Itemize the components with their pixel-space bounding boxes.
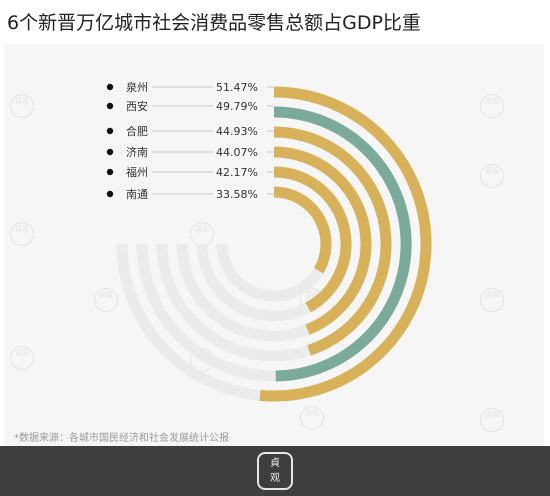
watermark-stamp-icon: 貞观: [480, 94, 504, 118]
arc-bar-西安: [273, 106, 412, 382]
legend-dot: [106, 190, 114, 198]
arc-bar-泉州: [259, 86, 432, 402]
watermark-stamp-icon: 貞观: [480, 408, 504, 432]
city-label: 福州: [126, 165, 148, 179]
value-label-bg: [213, 80, 267, 94]
arc-bar-南通: [273, 186, 332, 274]
radial-bar-chart: 泉州 51.47% 西安 49.79% 合肥 44.93% 济南 44.07% 福州 42.17%…: [106, 80, 432, 402]
brand-logo-stamp: 貞观: [257, 452, 293, 490]
watermark-stamp-icon: 貞观: [300, 406, 324, 430]
legend-dot: [106, 83, 114, 91]
value-label: 51.47%: [216, 81, 258, 94]
watermark-stamp-icon: 貞观: [480, 164, 504, 188]
watermark-stamp-icon: 貞观: [480, 288, 504, 312]
footer-bar: [0, 446, 550, 496]
value-label-bg: [213, 165, 267, 179]
legend-dot: [106, 102, 114, 110]
city-label: 南通: [126, 188, 148, 201]
city-label: 泉州: [126, 80, 148, 94]
chart-title: 6个新晋万亿城市社会消费品零售总额占GDP比重: [7, 12, 421, 34]
city-label: 济南: [126, 145, 148, 159]
watermark-stamp-icon: 貞观: [94, 288, 118, 312]
value-label-bg: [213, 145, 267, 159]
value-label-bg: [213, 187, 267, 201]
data-source-note: *数据来源：各城市国民经济和社会发展统计公报: [14, 433, 229, 444]
value-label-bg: [213, 99, 267, 113]
chart-card: 貞观 貞观 貞观 貞观 貞观 貞观 貞观 貞观 貞观 貞观 貞观 貞观 泉州 51…: [4, 44, 544, 446]
watermark-stamp-icon: 貞观: [10, 222, 34, 246]
value-label: 44.07%: [216, 146, 258, 159]
arc-bar-济南: [273, 146, 372, 335]
value-label: 42.17%: [216, 166, 258, 179]
legend-dot: [106, 148, 114, 156]
legend-dot: [106, 168, 114, 176]
city-label: 合肥: [126, 124, 148, 138]
legend-dot: [106, 127, 114, 135]
value-label: 49.79%: [216, 100, 258, 113]
city-label: 西安: [126, 99, 148, 113]
watermark-stamp-icon: 貞观: [10, 346, 34, 370]
value-label: 33.58%: [216, 188, 258, 201]
arc-bar-合肥: [273, 126, 392, 356]
arc-bar-福州: [273, 166, 352, 313]
value-label: 44.93%: [216, 125, 258, 138]
value-label-bg: [213, 124, 267, 138]
watermark-stamp-icon: 貞观: [10, 94, 34, 118]
